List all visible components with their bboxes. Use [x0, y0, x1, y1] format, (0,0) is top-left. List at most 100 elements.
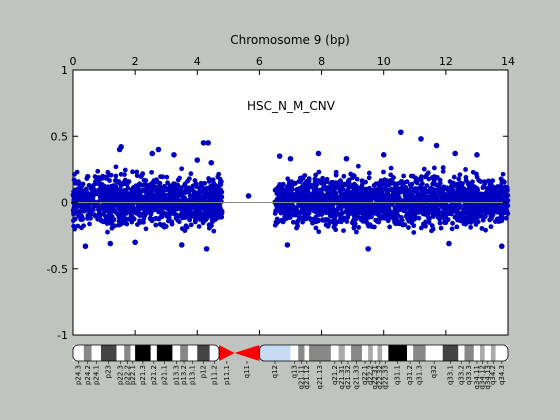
data-point	[198, 211, 204, 217]
data-point	[348, 171, 354, 177]
data-point	[170, 207, 176, 212]
data-point	[457, 172, 463, 178]
data-point	[142, 182, 148, 188]
data-point	[203, 211, 209, 216]
data-point	[316, 206, 322, 211]
data-point	[77, 180, 82, 186]
band-label: q21.31	[338, 365, 346, 389]
ideogram-band	[83, 345, 92, 361]
band-label: p24.1	[92, 365, 100, 385]
data-point	[181, 183, 187, 189]
ideogram-band	[361, 345, 369, 361]
data-point	[436, 182, 442, 187]
data-point	[152, 185, 157, 190]
data-point	[356, 224, 362, 230]
band-label: q34.3	[498, 365, 506, 385]
data-point	[337, 189, 343, 194]
data-point	[156, 216, 162, 222]
data-point	[355, 211, 361, 217]
data-point	[132, 239, 138, 246]
data-point	[102, 186, 108, 192]
data-point	[369, 207, 375, 213]
data-point	[103, 174, 108, 180]
data-point	[480, 185, 486, 191]
data-point	[172, 181, 177, 187]
data-point	[440, 169, 446, 174]
data-point	[337, 206, 343, 212]
data-point	[417, 208, 423, 214]
data-point	[198, 184, 204, 190]
data-point	[295, 223, 301, 229]
data-point	[359, 217, 364, 223]
data-point	[113, 164, 119, 170]
ideogram-band	[442, 345, 459, 361]
data-point	[424, 172, 430, 178]
data-point	[401, 173, 407, 179]
data-point	[189, 187, 195, 192]
data-point	[100, 192, 106, 198]
data-point	[430, 226, 436, 232]
data-point	[374, 210, 380, 215]
data-point	[491, 188, 497, 194]
data-point	[315, 150, 322, 157]
data-point	[101, 198, 107, 204]
data-point	[495, 208, 501, 214]
data-point	[113, 173, 119, 179]
data-point	[393, 183, 399, 189]
data-point	[117, 188, 122, 194]
band-label: p22.1	[129, 365, 137, 385]
data-point	[338, 178, 343, 184]
data-point	[315, 210, 320, 216]
ideogram-band	[304, 345, 310, 361]
band-label: q21.13	[316, 365, 324, 389]
data-point	[71, 203, 77, 209]
data-point	[107, 240, 114, 247]
y-tick-label: 0.5	[51, 130, 69, 143]
data-point	[97, 210, 102, 215]
data-point	[346, 191, 352, 197]
ideogram-band	[116, 345, 125, 361]
data-point	[191, 196, 197, 201]
plot-area: HSC_N_M_CNV 0 2 4 6 8 10 12 14 1 0.5 0 -0.5 -1	[47, 55, 515, 342]
band-label: q34.2	[489, 365, 497, 385]
data-point	[182, 190, 188, 195]
data-point	[212, 210, 218, 215]
data-point	[214, 193, 220, 199]
data-point	[295, 190, 301, 196]
data-point	[77, 211, 83, 217]
data-point	[315, 194, 321, 200]
data-point	[112, 178, 118, 183]
data-point	[482, 205, 488, 211]
data-point	[398, 129, 404, 136]
data-point	[117, 211, 123, 217]
data-point	[160, 211, 166, 217]
data-point	[290, 203, 296, 209]
data-point	[332, 190, 338, 196]
data-point	[167, 191, 172, 197]
data-point	[124, 221, 130, 227]
data-point	[209, 177, 215, 183]
data-point	[148, 194, 154, 199]
data-point	[183, 223, 189, 229]
data-point	[343, 155, 350, 162]
data-point	[386, 200, 392, 206]
data-point	[171, 211, 177, 216]
data-point	[289, 212, 295, 218]
data-point	[321, 197, 327, 203]
band-label: q33.1	[447, 365, 455, 385]
data-point	[342, 181, 348, 187]
data-point	[494, 184, 500, 190]
data-point	[411, 230, 417, 235]
band-label: p24.2	[84, 365, 92, 385]
data-point	[71, 177, 77, 183]
data-point	[347, 183, 353, 189]
ideogram-band	[197, 345, 210, 361]
x-tick-label: 12	[439, 55, 453, 68]
data-point	[95, 168, 101, 174]
data-point	[413, 211, 418, 216]
data-point	[431, 190, 437, 196]
data-point	[325, 205, 331, 210]
data-point	[157, 194, 163, 200]
data-point	[473, 222, 479, 227]
data-point	[440, 196, 446, 202]
